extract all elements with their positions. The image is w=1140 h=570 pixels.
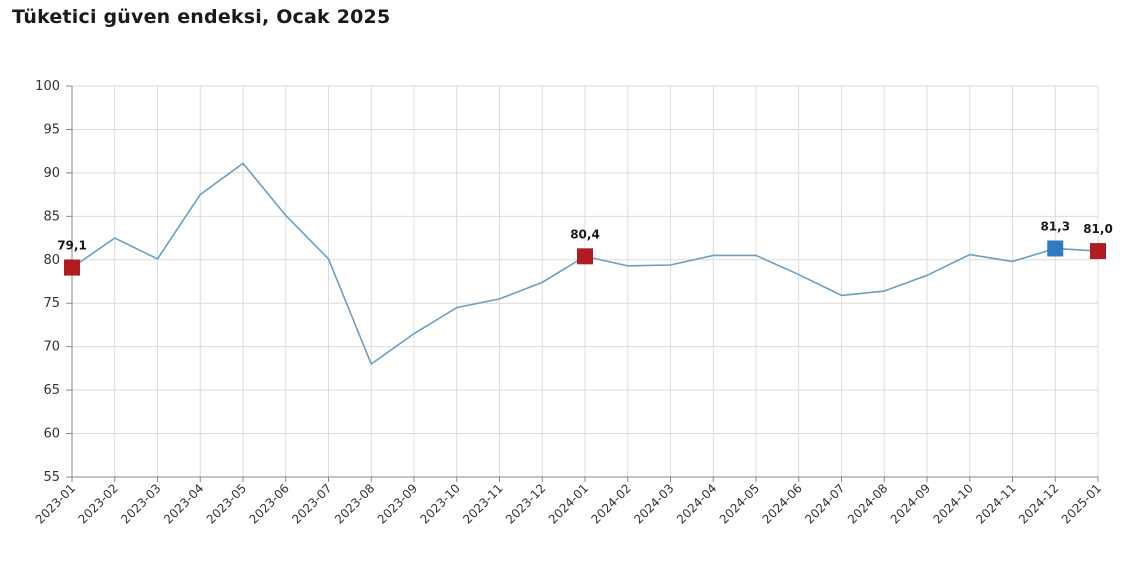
- data-point-marker: [1047, 240, 1064, 257]
- axes: [66, 85, 1099, 482]
- x-tick-label: 2023-06: [247, 481, 292, 526]
- data-point-marker: [64, 259, 80, 276]
- x-tick-label: 2023-11: [460, 481, 505, 526]
- x-tick-label: 2024-09: [888, 481, 933, 526]
- y-tick-label: 95: [43, 122, 60, 137]
- x-tick-label: 2023-12: [503, 481, 548, 526]
- x-tick-label: 2023-03: [118, 481, 163, 526]
- x-tick-label: 2023-08: [332, 481, 377, 526]
- x-tick-label: 2024-08: [845, 481, 890, 526]
- x-tick-label: 2023-09: [375, 481, 420, 526]
- y-tick-label: 85: [43, 209, 60, 224]
- data-label: 81,3: [1040, 219, 1070, 233]
- y-tick-label: 55: [43, 470, 60, 485]
- x-tick-label: 2023-10: [418, 481, 463, 526]
- x-tick-label: 2023-02: [76, 481, 121, 526]
- data-point-marker: [577, 248, 593, 265]
- x-tick-label: 2023-05: [204, 481, 249, 526]
- y-tick-labels: 55 60 65 70 75 80 85 90 95 100: [35, 79, 60, 485]
- x-tick-label: 2024-10: [931, 481, 976, 526]
- x-tick-label: 2024-03: [631, 481, 676, 526]
- x-tick-label: 2024-04: [674, 481, 719, 526]
- y-tick-label: 90: [43, 166, 60, 181]
- x-tick-label: 2024-01: [546, 481, 591, 526]
- x-tick-label: 2024-06: [760, 481, 805, 526]
- grid: [71, 85, 1099, 478]
- y-tick-label: 70: [43, 340, 60, 355]
- x-tick-label: 2024-02: [589, 481, 634, 526]
- x-tick-label: 2024-11: [973, 481, 1018, 526]
- data-label: 80,4: [570, 227, 600, 241]
- x-tick-label: 2023-07: [289, 481, 334, 526]
- data-point-marker: [1090, 243, 1106, 260]
- x-tick-label: 2024-05: [717, 481, 762, 526]
- y-tick-label: 65: [43, 383, 60, 398]
- x-tick-labels: 2023-012023-022023-032023-042023-052023-…: [33, 481, 1104, 526]
- x-tick-label: 2024-12: [1016, 481, 1061, 526]
- chart-title: Tüketici güven endeksi, Ocak 2025: [12, 6, 391, 28]
- x-tick-label: 2025-01: [1059, 481, 1104, 526]
- y-tick-label: 75: [43, 296, 60, 311]
- x-tick-label: 2024-07: [802, 481, 847, 526]
- y-tick-label: 60: [43, 427, 60, 442]
- y-tick-label: 100: [35, 79, 60, 94]
- data-labels: 79,1 80,4 81,3 81,0: [57, 219, 1113, 252]
- data-label: 81,0: [1083, 222, 1113, 236]
- y-tick-label: 80: [43, 253, 60, 268]
- highlight-markers: [64, 240, 1106, 276]
- x-tick-label: 2023-04: [161, 481, 206, 526]
- x-tick-label: 2023-01: [33, 481, 78, 526]
- data-label: 79,1: [57, 239, 87, 253]
